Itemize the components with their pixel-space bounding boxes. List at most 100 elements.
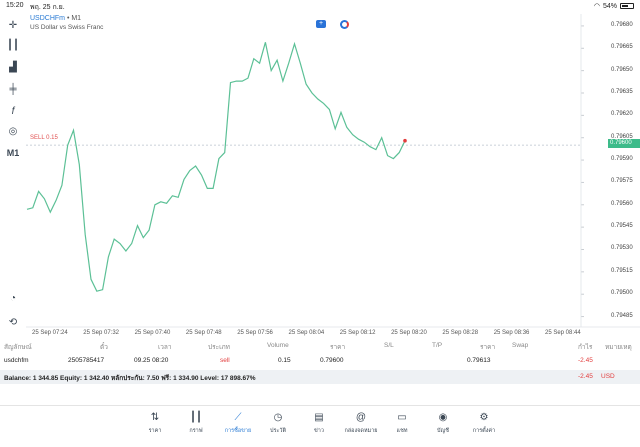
tab-account[interactable]: ◉ บัญชี <box>423 411 463 435</box>
chart-zoom-icon[interactable]: ◔ <box>9 292 17 304</box>
candles-icon[interactable]: ┃┃ <box>6 39 20 51</box>
chart-toolbar: ✛ ┃┃ ▟ ╪ f ◎ M1 ◔ ⟲ <box>0 13 26 333</box>
account-balance-bar: Balance: 1 344.85 Equity: 1 342.40 หลักป… <box>0 370 640 384</box>
tab-label: กล่องจดหมาย <box>344 428 378 434</box>
time-tick-label: 25 Sep 07:40 <box>134 330 171 336</box>
last-price-dot <box>403 138 407 143</box>
new-order-button[interactable]: + <box>316 20 326 28</box>
battery-percent: 54% <box>602 2 617 10</box>
tab-label: ประวัติ <box>269 428 287 434</box>
table-header: สัญลักษณ์ ตั๋ว เวลา ประเภท Volume ราคา S… <box>0 339 640 353</box>
col-type: ประเภท <box>208 344 230 351</box>
news-icon: ▤ <box>314 412 324 423</box>
price-tick-label: 0.79605 <box>611 133 633 140</box>
sliders-icon[interactable]: ╪ <box>9 83 17 95</box>
function-icon[interactable]: f <box>11 105 15 117</box>
sell-order-label[interactable]: SELL 0.15 <box>30 135 58 141</box>
col-current-price: ราคา <box>480 344 496 351</box>
tab-news[interactable]: ▤ ข่าว <box>299 411 339 435</box>
time-tick-label: 25 Sep 08:36 <box>493 330 530 336</box>
time-tick-label: 25 Sep 07:48 <box>185 330 222 336</box>
status-bar: 15:20 พฤ. 25 ก.ย. ◠ 54% <box>0 0 640 13</box>
total-profit: -2.45 <box>578 373 593 380</box>
wifi-icon: ◠ <box>593 3 600 10</box>
price-tick-label: 0.79665 <box>611 44 633 51</box>
chart-line-icon: ⟋ <box>234 412 242 423</box>
profit-currency: USD <box>601 373 615 380</box>
bottom-tab-bar: ⇅ ราคา ┃┃ กราฟ ⟋ การซื้อขาย ◷ ประวัติ ▤ ข่าว … <box>0 405 640 447</box>
shapes-icon[interactable]: ◎ <box>8 125 18 137</box>
time-tick-label: 25 Sep 07:24 <box>32 330 68 336</box>
status-right: ◠ 54% <box>594 2 634 10</box>
position-type: sell <box>220 357 230 364</box>
price-tick-label: 0.79575 <box>611 178 633 185</box>
time-tick-label: 25 Sep 08:28 <box>442 330 479 336</box>
col-profit: กำไร <box>578 344 593 351</box>
tab-chart[interactable]: ┃┃ กราฟ <box>176 411 216 435</box>
arrows-updown-icon: ⇅ <box>150 412 160 423</box>
tab-settings[interactable]: ⚙ การตั้งค่า <box>464 411 504 435</box>
position-time: 09.25 08:20 <box>134 357 169 364</box>
gear-icon: ⚙ <box>479 412 489 423</box>
price-tick-label: 0.79680 <box>611 21 633 28</box>
col-sl: S/L <box>384 342 394 349</box>
current-price-label: 0.79600 <box>608 139 640 148</box>
status-date: พฤ. 25 ก.ย. <box>30 4 65 11</box>
tab-label: การซื้อขาย <box>224 428 252 434</box>
tab-label: แชท <box>396 428 408 434</box>
tab-label: ราคา <box>148 428 162 434</box>
chart-symbol: USDCHFm • M1 <box>30 15 81 22</box>
position-symbol: usdchfm <box>4 357 29 364</box>
timeframe-button[interactable]: M1 <box>6 148 20 158</box>
time-tick-label: 25 Sep 07:32 <box>83 330 119 336</box>
tab-history[interactable]: ◷ ประวัติ <box>258 411 298 435</box>
tab-quotes[interactable]: ⇅ ราคา <box>135 411 175 435</box>
tab-label: บัญชี <box>437 428 449 434</box>
trade-level-button[interactable] <box>340 20 349 29</box>
tab-mailbox[interactable]: @ กล่องจดหมาย <box>341 411 381 435</box>
battery-icon <box>620 3 634 9</box>
price-series-line <box>26 41 406 292</box>
price-tick-label: 0.79530 <box>611 245 633 252</box>
col-price: ราคา <box>330 344 346 351</box>
price-tick-label: 0.79635 <box>611 88 633 95</box>
price-tick-label: 0.79515 <box>611 267 633 274</box>
balance-summary: Balance: 1 344.85 Equity: 1 342.40 หลักป… <box>4 375 256 382</box>
one-click-trading-icon[interactable]: ⟲ <box>8 316 18 328</box>
col-swap: Swap <box>512 342 529 349</box>
tab-label: กราฟ <box>189 428 203 434</box>
table-row[interactable]: usdchfm 2505785417 09.25 08:20 sell 0.15… <box>0 354 640 368</box>
at-icon: @ <box>355 412 367 423</box>
crosshair-icon[interactable]: ✛ <box>8 19 18 31</box>
symbol-name: USDCHFm <box>30 15 65 22</box>
price-tick-label: 0.79650 <box>611 66 633 73</box>
price-tick-label: 0.79500 <box>611 290 633 297</box>
tab-label: ข่าว <box>314 428 324 434</box>
position-volume: 0.15 <box>278 357 291 364</box>
col-comment: หมายเหตุ <box>605 344 632 351</box>
position-ticket: 2505785417 <box>68 357 105 364</box>
col-tp: T/P <box>432 342 443 349</box>
position-current-price: 0.79613 <box>467 357 491 364</box>
time-tick-label: 25 Sep 08:44 <box>545 330 581 336</box>
candles-icon: ┃┃ <box>189 412 203 423</box>
user-icon: ◉ <box>438 412 448 423</box>
price-tick-label: 0.79590 <box>611 156 633 163</box>
price-tick-label: 0.79485 <box>611 312 633 319</box>
chat-icon: ▭ <box>397 412 407 423</box>
indicators-icon[interactable]: ▟ <box>9 61 17 73</box>
chart-canvas[interactable] <box>26 14 640 339</box>
trade-buttons: + <box>316 20 349 29</box>
price-chart[interactable]: USDCHFm • M1 US Dollar vs Swiss Franc + … <box>26 14 640 339</box>
symbol-timeframe: • M1 <box>65 15 82 22</box>
tab-chat[interactable]: ▭ แชท <box>382 411 422 435</box>
tab-trade[interactable]: ⟋ การซื้อขาย <box>218 411 258 435</box>
col-volume: Volume <box>267 342 289 349</box>
time-tick-label: 25 Sep 08:20 <box>391 330 427 336</box>
col-ticket: ตั๋ว <box>100 344 108 351</box>
time-tick-label: 25 Sep 08:04 <box>288 330 325 336</box>
symbol-description: US Dollar vs Swiss Franc <box>30 24 104 31</box>
history-icon: ◷ <box>273 412 283 423</box>
col-time: เวลา <box>158 344 172 351</box>
time-tick-label: 25 Sep 07:56 <box>237 330 273 336</box>
